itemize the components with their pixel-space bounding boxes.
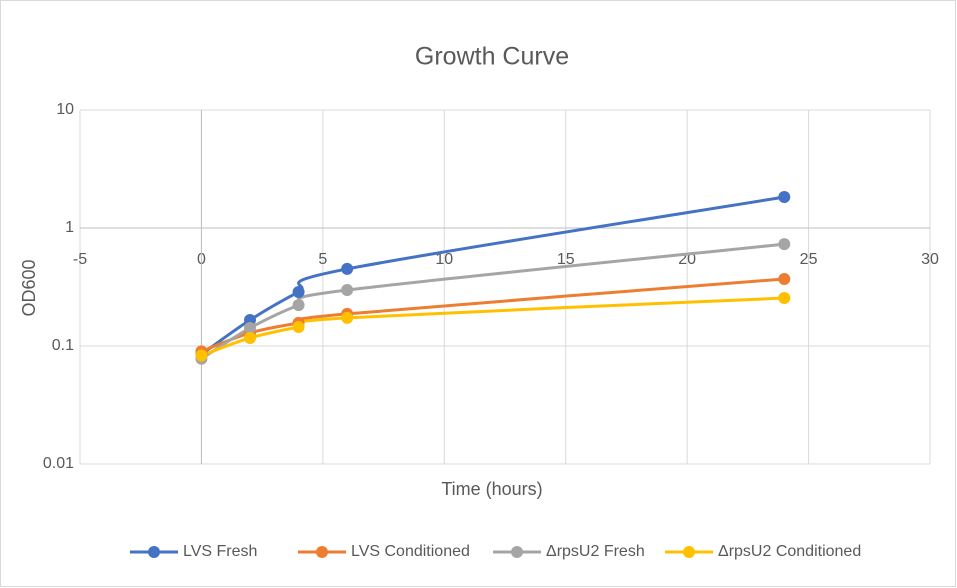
data-point	[778, 238, 791, 251]
y-axis-label: OD600	[19, 259, 39, 316]
data-point	[292, 299, 305, 312]
x-tick-label: 25	[800, 251, 818, 268]
data-point	[778, 191, 791, 204]
legend-marker	[148, 546, 160, 558]
y-tick-label: 10	[56, 101, 74, 118]
data-point	[341, 311, 354, 324]
y-tick-label: 0.01	[43, 455, 74, 472]
x-tick-label: 15	[557, 251, 575, 268]
x-tick-label: 10	[435, 251, 453, 268]
legend-label: ΔrpsU2 Conditioned	[718, 543, 861, 560]
legend-marker	[316, 546, 328, 558]
x-tick-label: -5	[73, 251, 87, 268]
chart-title: Growth Curve	[415, 43, 569, 71]
data-point	[292, 285, 305, 298]
y-tick-label: 0.1	[52, 337, 74, 354]
x-axis-label: Time (hours)	[441, 479, 542, 499]
x-tick-label: 30	[921, 251, 939, 268]
legend-marker	[683, 546, 695, 558]
data-point	[195, 349, 208, 362]
legend-label: ΔrpsU2 Fresh	[546, 543, 645, 560]
data-point	[341, 262, 354, 275]
y-tick-label: 1	[65, 219, 74, 236]
legend-label: LVS Conditioned	[351, 543, 470, 560]
data-point	[244, 331, 256, 344]
data-point	[778, 272, 791, 285]
data-point	[341, 284, 354, 297]
legend-marker	[511, 546, 523, 558]
data-point	[292, 320, 305, 333]
legend-label: LVS Fresh	[183, 543, 257, 560]
data-point	[778, 292, 791, 305]
data-point	[244, 322, 256, 335]
x-tick-label: 5	[318, 251, 327, 268]
